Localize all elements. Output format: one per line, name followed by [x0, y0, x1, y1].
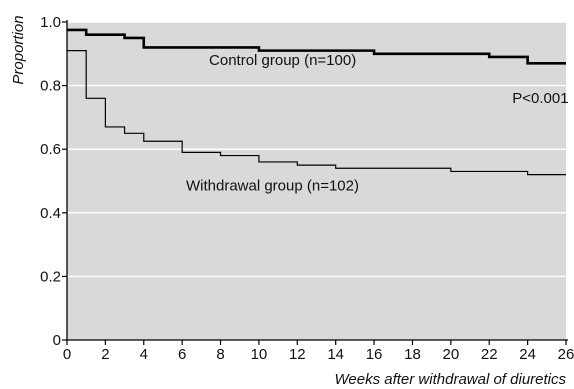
y-tick-label: 0.4: [40, 205, 61, 222]
y-tick-label: 0.2: [40, 268, 61, 285]
x-axis-label: Weeks after withdrawal of diuretics: [335, 371, 567, 388]
annotation: Withdrawal group (n=102): [186, 178, 359, 195]
annotation: P<0.001: [512, 90, 568, 107]
x-tick-label: 2: [101, 346, 109, 363]
x-tick-label: 20: [443, 346, 460, 363]
series-layer: [67, 28, 566, 176]
x-tick-label: 18: [404, 346, 421, 363]
axes: 00.20.40.60.81.00 2 4 6 8 10 12 14 16 18 20 22 24 26: [40, 14, 574, 363]
x-tick-label: 24: [519, 346, 536, 363]
y-tick-label: 0.6: [40, 141, 61, 158]
x-tick-label: 22: [481, 346, 498, 363]
series-line-control: [67, 28, 566, 65]
x-tick-label: 26: [558, 346, 574, 363]
x-tick-label: 10: [251, 346, 268, 363]
series-line-withdrawal: [67, 50, 566, 176]
y-axis-label: Proportion: [10, 15, 27, 84]
gridlines: [67, 21, 566, 278]
x-tick-label: 16: [366, 346, 383, 363]
x-tick-label: 6: [178, 346, 186, 363]
plot-area: [67, 22, 566, 340]
y-tick-label: 0.8: [40, 78, 61, 95]
y-tick-label: 0: [53, 332, 61, 349]
x-tick-label: 4: [140, 346, 148, 363]
annotations: Control group (n=100) Withdrawal group (n…: [186, 52, 569, 195]
x-tick-label: 0: [63, 346, 71, 363]
y-tick-label: 1.0: [40, 14, 61, 31]
x-tick-label: 14: [327, 346, 344, 363]
x-tick-label: 12: [289, 346, 306, 363]
annotation: Control group (n=100): [209, 52, 356, 69]
x-tick-label: 8: [216, 346, 224, 363]
